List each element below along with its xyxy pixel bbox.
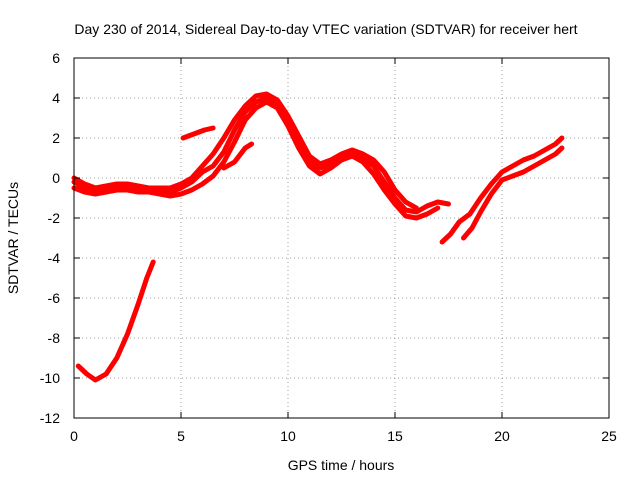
y-tick-label: 2 [52,130,60,146]
y-tick-label: 0 [52,170,60,186]
y-tick-label: -10 [40,370,60,386]
x-tick-label: 15 [387,428,403,444]
y-tick-label: -2 [48,210,61,226]
series-line-sat-c [71,91,419,211]
y-tick-label: 4 [52,90,60,106]
y-tick-label: -4 [48,250,61,266]
series-line-sat-b [71,99,441,221]
x-tick-label: 0 [70,428,78,444]
x-axis-label: GPS time / hours [288,457,395,473]
y-tick-label: -8 [48,330,61,346]
chart-title: Day 230 of 2014, Sidereal Day-to-day VTE… [74,21,577,37]
plot-frame [73,57,610,419]
series-line-sat-g [439,135,565,245]
series-line-sat-a [71,95,451,215]
series-group [71,91,565,383]
series-line-sat-d [75,259,156,383]
x-tick-label: 25 [601,428,617,444]
series-line-sat-e [180,125,216,141]
x-tick-label: 20 [494,428,510,444]
series-line-sat-f [221,141,255,171]
series-line-sat-h [461,145,565,241]
x-tick-label: 5 [177,428,185,444]
y-axis-label: SDTVAR / TECUs [5,182,21,294]
y-tick-label: -6 [48,290,61,306]
x-tick-label: 10 [280,428,296,444]
y-tick-label: 6 [52,50,60,66]
grid [74,58,609,418]
ticks: 0 5 10 15 20 25 -12 -10 -8 -6 -4 -2 0 2 4 6 [40,50,617,444]
y-tick-label: -12 [40,410,60,426]
